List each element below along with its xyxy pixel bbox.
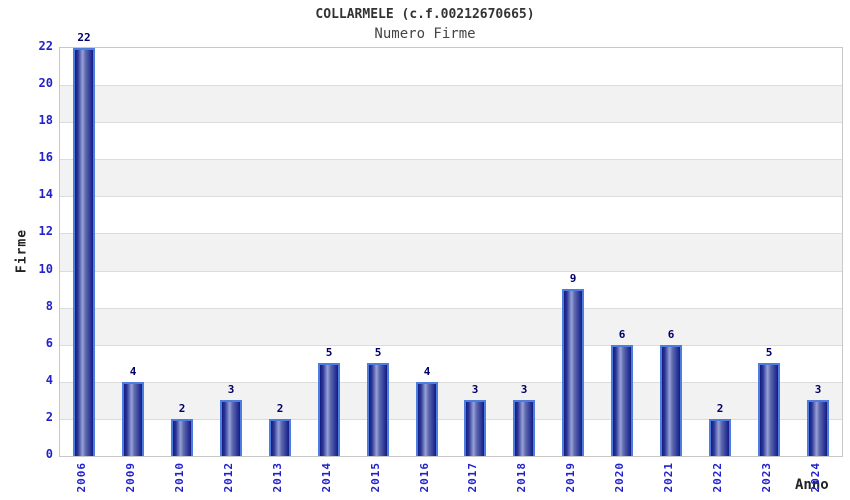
gridline bbox=[60, 419, 842, 420]
bar bbox=[758, 363, 780, 456]
bar bbox=[73, 48, 95, 456]
x-tick-label: 2022 bbox=[711, 462, 724, 493]
bar-value-label: 3 bbox=[471, 383, 479, 396]
x-axis-title: Anno bbox=[795, 477, 829, 493]
plot-band bbox=[60, 196, 842, 234]
y-tick-label: 18 bbox=[38, 113, 53, 127]
gridline bbox=[60, 159, 842, 160]
gridline bbox=[60, 345, 842, 346]
y-tick-label: 10 bbox=[38, 262, 53, 276]
x-tick-label: 2019 bbox=[564, 462, 577, 493]
y-tick-label: 14 bbox=[38, 187, 53, 201]
y-tick-label: 6 bbox=[45, 336, 53, 350]
bar-value-label: 6 bbox=[618, 328, 626, 341]
bar-value-label: 2 bbox=[276, 402, 284, 415]
bar bbox=[464, 400, 486, 456]
y-tick-label: 0 bbox=[45, 447, 53, 461]
y-tick-label: 12 bbox=[38, 224, 53, 238]
x-tick-label: 2020 bbox=[613, 462, 626, 493]
y-tick-label: 2 bbox=[45, 410, 53, 424]
y-tick-label: 4 bbox=[45, 373, 53, 387]
plot-band bbox=[60, 159, 842, 197]
bar bbox=[318, 363, 340, 456]
bar-value-label: 4 bbox=[129, 365, 137, 378]
gridline bbox=[60, 308, 842, 309]
x-tick-label: 2018 bbox=[515, 462, 528, 493]
gridline bbox=[60, 271, 842, 272]
x-tick-label: 2013 bbox=[271, 462, 284, 493]
x-tick-label: 2009 bbox=[124, 462, 137, 493]
y-tick-label: 22 bbox=[38, 39, 53, 53]
x-tick-label: 2024 bbox=[809, 462, 822, 493]
bar bbox=[367, 363, 389, 456]
bar bbox=[611, 345, 633, 456]
y-tick-label: 8 bbox=[45, 299, 53, 313]
bar bbox=[807, 400, 829, 456]
x-tick-label: 2016 bbox=[418, 462, 431, 493]
bar bbox=[562, 289, 584, 456]
bar bbox=[513, 400, 535, 456]
bar-value-label: 5 bbox=[325, 346, 333, 359]
bar-value-label: 2 bbox=[178, 402, 186, 415]
chart-subtitle: Numero Firme bbox=[374, 26, 476, 42]
plot-band bbox=[60, 233, 842, 271]
gridline bbox=[60, 382, 842, 383]
x-tick-label: 2023 bbox=[760, 462, 773, 493]
y-tick-label: 16 bbox=[38, 150, 53, 164]
plot-area: 22 4 2 3 2 5 5 4 3 3 9 6 6 2 5 3 bbox=[59, 31, 843, 457]
bar bbox=[269, 419, 291, 456]
x-tick-label: 2006 bbox=[75, 462, 88, 493]
x-tick-label: 2012 bbox=[222, 462, 235, 493]
gridline bbox=[60, 196, 842, 197]
y-tick-label: 20 bbox=[38, 76, 53, 90]
bar bbox=[220, 400, 242, 456]
plot-band bbox=[60, 122, 842, 160]
x-tick-label: 2014 bbox=[320, 462, 333, 493]
bar-value-label: 4 bbox=[423, 365, 431, 378]
bar bbox=[709, 419, 731, 456]
bar-value-label: 5 bbox=[374, 346, 382, 359]
bar-value-label: 3 bbox=[520, 383, 528, 396]
bar-value-label: 5 bbox=[765, 346, 773, 359]
bar-value-label: 6 bbox=[667, 328, 675, 341]
plot-band bbox=[60, 270, 842, 308]
bar-value-label: 2 bbox=[716, 402, 724, 415]
bar-value-label: 3 bbox=[814, 383, 822, 396]
plot-band bbox=[60, 307, 842, 345]
x-tick-label: 2021 bbox=[662, 462, 675, 493]
bar-value-label: 22 bbox=[77, 31, 91, 44]
gridline bbox=[60, 233, 842, 234]
plot-band bbox=[60, 48, 842, 86]
bar bbox=[171, 419, 193, 456]
x-tick-label: 2017 bbox=[466, 462, 479, 493]
chart-title: COLLARMELE (c.f.00212670665) bbox=[315, 7, 535, 22]
x-tick-label: 2015 bbox=[369, 462, 382, 493]
bar bbox=[416, 382, 438, 456]
plot-band bbox=[60, 85, 842, 123]
x-tick-label: 2010 bbox=[173, 462, 186, 493]
bar bbox=[122, 382, 144, 456]
bar-value-label: 9 bbox=[569, 272, 577, 285]
gridline bbox=[60, 122, 842, 123]
bar-value-label: 3 bbox=[227, 383, 235, 396]
plot-band bbox=[60, 344, 842, 382]
bar bbox=[660, 345, 682, 456]
plot-band bbox=[60, 381, 842, 419]
gridline bbox=[60, 85, 842, 86]
